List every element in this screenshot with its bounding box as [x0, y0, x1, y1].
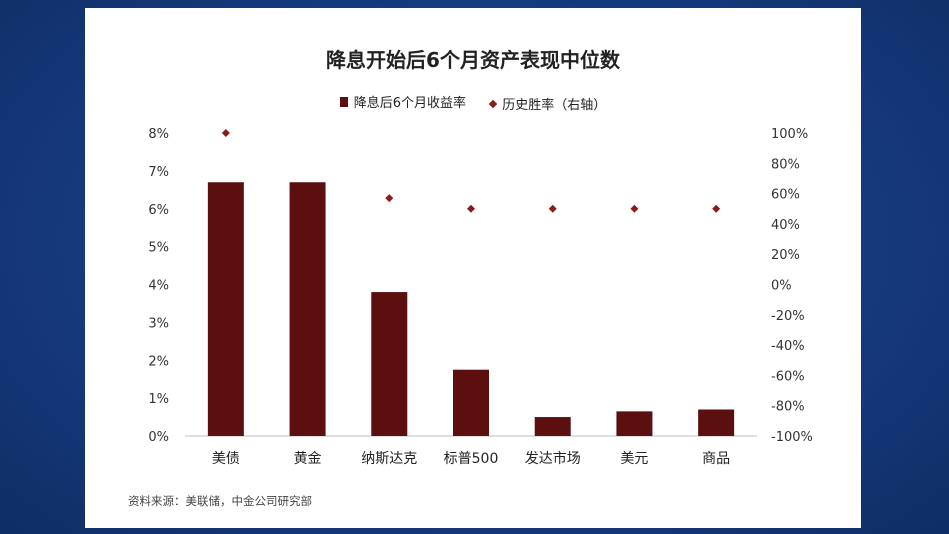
legend-item-bar: 降息后6个月收益率 — [339, 92, 467, 111]
y-right-tick-label: 60% — [771, 188, 800, 203]
x-category-label: 商品 — [702, 451, 730, 467]
chart-card: 降息开始后6个月资产表现中位数 降息后6个月收益率 历史胜率（右轴） 0% 1% 2… — [85, 8, 861, 528]
legend-marker-label: 历史胜率（右轴） — [502, 98, 607, 113]
win-rate-marker — [630, 204, 639, 213]
y-right-tick-label: -40% — [771, 339, 805, 354]
win-rate-marker — [548, 204, 557, 213]
y-right-tick-label: 20% — [771, 248, 800, 263]
x-category-label: 发达市场 — [525, 450, 581, 467]
bar — [371, 292, 408, 436]
bar — [534, 417, 571, 436]
y-left-tick-label: 0% — [148, 430, 169, 445]
x-category-label: 美元 — [620, 451, 648, 467]
win-rate-marker — [221, 129, 230, 137]
legend-bar-swatch — [339, 96, 348, 107]
win-rate-marker — [712, 204, 721, 213]
win-rate-marker — [385, 194, 394, 203]
y-right-tick-label: -20% — [771, 309, 805, 324]
chart-legend: 降息后6个月收益率 历史胜率（右轴） — [85, 92, 861, 113]
legend-bar-label: 降息后6个月收益率 — [353, 96, 467, 111]
y-left-tick-label: 3% — [148, 316, 169, 331]
bar — [289, 182, 326, 436]
source-note: 资料来源：美联储，中金公司研究部 — [128, 494, 312, 508]
y-right-tick-label: -80% — [771, 400, 805, 415]
bar — [207, 182, 244, 436]
y-right-tick-label: -60% — [771, 369, 805, 384]
y-right-tick-label: -100% — [771, 430, 813, 445]
y-left-tick-label: 7% — [148, 165, 169, 180]
chart-title: 降息开始后6个月资产表现中位数 — [326, 48, 620, 72]
bar — [453, 369, 489, 436]
chart-svg: 0% 1% 2% 3% 4% 5% 6% 7% 8% -100% -80% -60% -40% -20% 0… — [148, 127, 813, 467]
x-category-label: 黄金 — [294, 450, 322, 467]
y-right-tick-label: 100% — [771, 127, 808, 142]
x-category-label: 纳斯达克 — [361, 451, 417, 467]
x-category-label: 美债 — [212, 451, 240, 467]
y-left-tick-label: 1% — [148, 392, 169, 407]
y-left-tick-label: 6% — [148, 203, 169, 218]
y-left-tick-label: 8% — [148, 127, 169, 142]
x-category-label: 标普500 — [444, 451, 499, 467]
bar — [616, 411, 653, 436]
legend-item-marker: 历史胜率（右轴） — [488, 94, 607, 113]
y-right-tick-label: 80% — [771, 157, 800, 172]
y-left-tick-label: 2% — [148, 354, 169, 369]
y-right-tick-label: 0% — [771, 279, 792, 294]
y-right-tick-label: 40% — [771, 218, 800, 233]
win-rate-marker — [467, 204, 475, 213]
y-left-tick-label: 5% — [148, 241, 169, 256]
y-left-tick-label: 4% — [148, 279, 169, 294]
bar — [698, 409, 735, 436]
